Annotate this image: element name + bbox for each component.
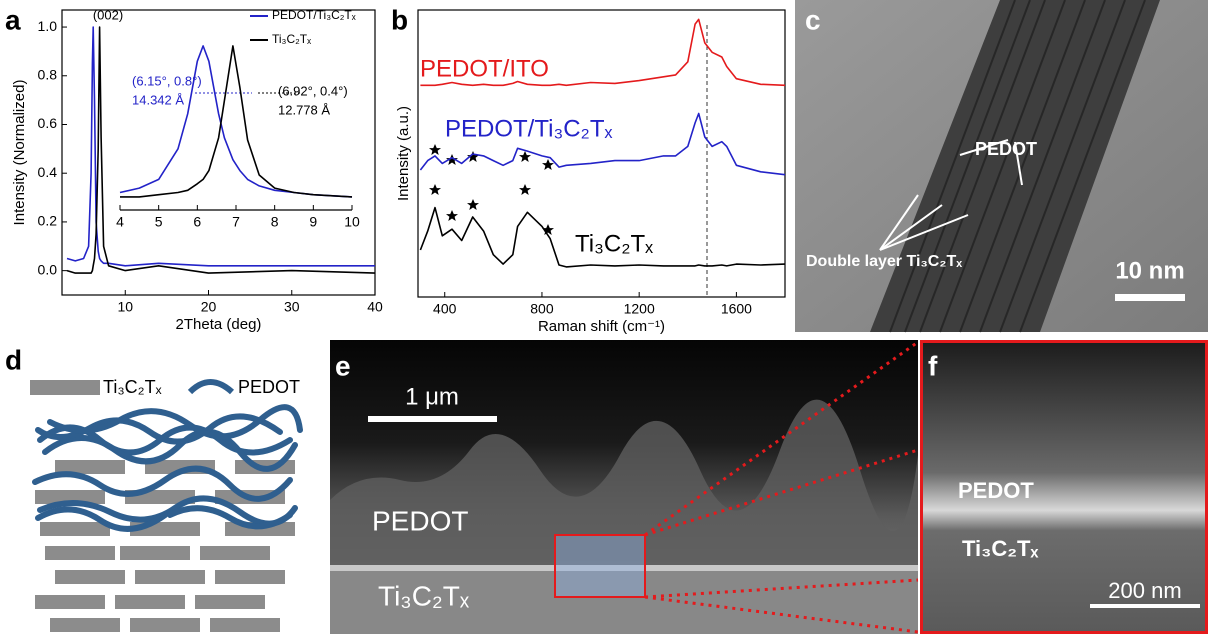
y-tick-label: 1.0 (38, 18, 58, 34)
x-tick-label: 800 (530, 301, 554, 317)
x-tick-label: 20 (201, 299, 217, 315)
x-tick-label: 6 (193, 214, 201, 230)
image-label: Double layer Ti₃C₂Tₓ (806, 253, 962, 270)
x-tick-label: 40 (367, 299, 383, 315)
chart: 10 20 30 40 0.0 0.2 0.4 0.6 0.8 1.0 2Theta (deg) In… (5, 4, 383, 333)
x-tick-label: 1600 (721, 301, 752, 317)
panel-label: c (805, 4, 821, 35)
y-tick-label: 0.4 (38, 164, 58, 180)
legend-label: PEDOT/Ti₃C₂Tₓ (272, 8, 356, 22)
x-tick-label: 10 (117, 299, 133, 315)
figure: PEDOT Double layer Ti₃C₂Tₓ 10 nm c d Ti₃… (0, 0, 1208, 634)
x-tick-label: 10 (344, 214, 360, 230)
image-label: PEDOT (975, 139, 1037, 159)
panel-label: a (5, 4, 21, 35)
scale-bar-label: 1 μm (405, 383, 459, 410)
annotation: (6.92°, 0.4°) (278, 83, 348, 98)
series-line (67, 27, 375, 273)
annotation: 12.778 Å (278, 102, 330, 117)
image-label: Ti₃C₂Tₓ (378, 580, 470, 611)
annotation: (002) (93, 7, 123, 22)
panel-label: d (5, 344, 22, 375)
y-tick-label: 0.0 (38, 261, 58, 277)
image-label: Ti₃C₂Tₓ (962, 536, 1039, 561)
x-tick-label: 4 (116, 214, 124, 230)
x-axis-label: Raman shift (cm⁻¹) (538, 318, 665, 335)
x-tick-label: 400 (433, 301, 457, 317)
series-label: PEDOT/Ti₃C₂Tₓ (445, 115, 613, 142)
legend-swatch (30, 380, 100, 395)
x-tick-label: 7 (232, 214, 240, 230)
y-tick-label: 0.8 (38, 66, 58, 82)
y-tick-label: 0.6 (38, 115, 58, 131)
x-tick-label: 9 (309, 214, 317, 230)
panel-e: 1 μm PEDOT Ti₃C₂Tₓ e (330, 340, 918, 634)
zoom-box (555, 535, 645, 597)
scale-bar-label: 10 nm (1115, 257, 1184, 284)
x-tick-label: 8 (271, 214, 279, 230)
panel-f: PEDOT Ti₃C₂Tₓ 200 nm f (922, 342, 1207, 633)
scale-bar (1115, 294, 1185, 301)
layers (35, 460, 295, 632)
x-tick-label: 30 (284, 299, 300, 315)
series-line (67, 27, 375, 266)
x-tick-label: 5 (155, 214, 163, 230)
annotation: 14.342 Å (132, 92, 184, 107)
y-axis-label: Intensity (a.u.) (395, 106, 412, 201)
annotation: (6.15°, 0.8°) (132, 73, 202, 88)
series-line (120, 46, 352, 197)
scale-bar (368, 416, 497, 422)
legend-swatch (190, 382, 232, 392)
peak-stars (429, 144, 554, 235)
panel-d: d Ti₃C₂Tₓ PEDOT (5, 344, 300, 632)
panel-label: f (928, 350, 938, 381)
image-label: PEDOT (958, 478, 1034, 503)
series-label: Ti₃C₂Tₓ (575, 230, 653, 257)
series-label: PEDOT/ITO (420, 55, 549, 82)
scale-bar-label: 200 nm (1108, 578, 1181, 603)
legend-label: Ti₃C₂Tₓ (272, 32, 311, 46)
x-tick-label: 1200 (624, 301, 655, 317)
y-axis-label: Intensity (Normalized) (11, 80, 28, 226)
plot-frame (62, 10, 375, 295)
legend-label: Ti₃C₂Tₓ (103, 377, 162, 397)
legend-label: PEDOT (238, 377, 300, 397)
panel-label: b (391, 4, 408, 35)
y-tick-label: 0.2 (38, 213, 58, 229)
scale-bar (1090, 604, 1200, 608)
image-label: PEDOT (372, 505, 468, 536)
panel-c: PEDOT Double layer Ti₃C₂Tₓ 10 nm c (795, 0, 1208, 332)
chart: 400 800 1200 1600 Raman shift (cm⁻¹) Intensit… (391, 4, 785, 335)
x-axis-label: 2Theta (deg) (176, 316, 262, 333)
panel-label: e (335, 350, 351, 381)
